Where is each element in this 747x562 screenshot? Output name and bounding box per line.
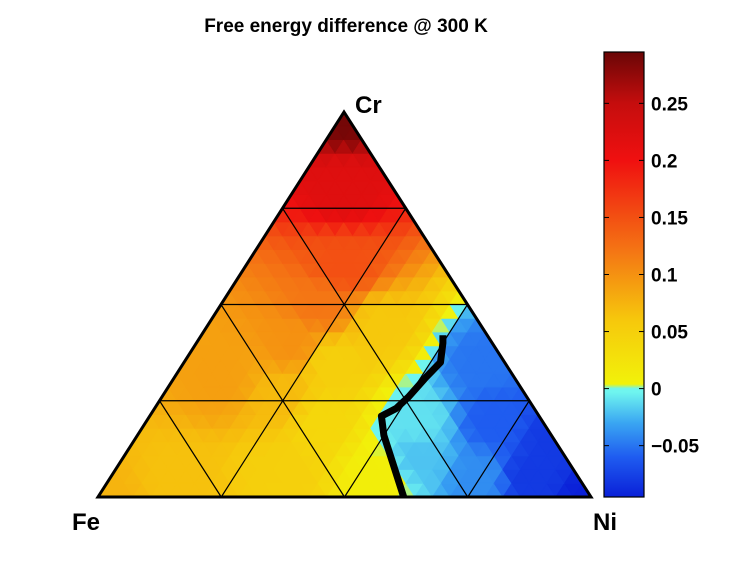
vertex-label-ni: Ni xyxy=(593,509,617,536)
grid-line xyxy=(467,400,530,498)
colorbar-tick-label: −0.05 xyxy=(651,437,700,458)
ternary-heatmap xyxy=(98,112,591,497)
vertex-label-cr: Cr xyxy=(355,92,382,119)
grid-line xyxy=(158,400,222,498)
colorbar xyxy=(603,51,645,498)
colorbar-tick-label: 0.1 xyxy=(651,266,678,287)
colorbar-tick-label: 0.15 xyxy=(651,208,688,229)
colorbar-tick-label: 0 xyxy=(651,380,662,401)
ternary-outline xyxy=(95,109,594,499)
vertex-label-fe: Fe xyxy=(72,509,100,536)
colorbar-tick-label: 0.2 xyxy=(651,151,677,172)
chart-title: Free energy difference @ 300 K xyxy=(204,16,488,37)
grid-line xyxy=(220,304,346,498)
colorbar-ticks: 0.25 0.2 0.15 0.1 0.05 0 −0.05 xyxy=(604,94,700,458)
grid-line xyxy=(281,207,469,498)
colorbar-tick-label: 0.05 xyxy=(651,323,688,344)
colorbar-tick-label: 0.25 xyxy=(651,94,688,115)
grid-line xyxy=(220,207,407,498)
zero-contour-line xyxy=(377,335,447,499)
